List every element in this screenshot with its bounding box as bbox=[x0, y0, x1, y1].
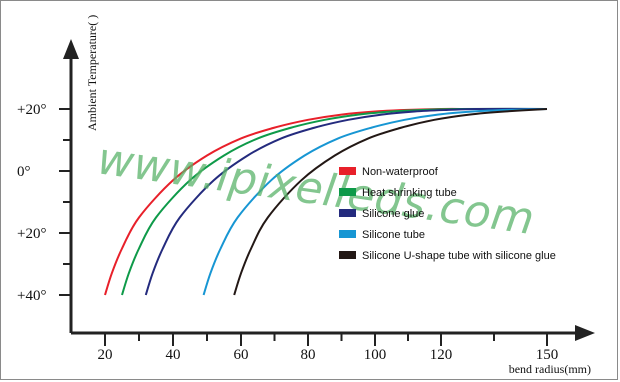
series-line-5 bbox=[233, 108, 548, 296]
legend-swatch bbox=[339, 251, 356, 259]
x-tick-label: 100 bbox=[364, 347, 387, 363]
y-tick-label: +20° bbox=[17, 226, 46, 242]
legend-label: Non-waterproof bbox=[362, 166, 439, 178]
legend-swatch bbox=[339, 209, 356, 217]
x-tick-label: 40 bbox=[166, 347, 181, 363]
x-tick-label: 60 bbox=[234, 347, 249, 363]
y-tick-label: +20° bbox=[17, 102, 46, 118]
legend-swatch bbox=[339, 167, 356, 175]
series-line-4 bbox=[202, 108, 548, 296]
legend-label: Heat shrinking tube bbox=[362, 187, 457, 199]
legend: Non-waterproof Heat shrinking tube Silicon… bbox=[339, 166, 556, 262]
watermark: www.ipixelleds.com bbox=[94, 133, 537, 245]
x-axis-arrow bbox=[575, 325, 595, 341]
y-tick-label: 0° bbox=[17, 164, 31, 180]
x-tick-label: 120 bbox=[430, 347, 453, 363]
x-tick-label: 20 bbox=[98, 347, 113, 363]
legend-label: Silicone glue bbox=[362, 208, 424, 220]
y-axis-title: Ambient Temperature( ) bbox=[85, 15, 99, 131]
legend-swatch bbox=[339, 230, 356, 238]
legend-label: Silicone U-shape tube with silicone glue bbox=[362, 250, 556, 262]
y-axis-arrow bbox=[63, 39, 79, 59]
series-line-3 bbox=[144, 107, 548, 296]
series-curves bbox=[104, 107, 548, 296]
x-tick-label: 150 bbox=[536, 347, 559, 363]
series-line-2 bbox=[121, 107, 548, 296]
y-tick-label: +40° bbox=[17, 288, 46, 304]
x-axis-title: bend radius(mm) bbox=[509, 362, 591, 376]
y-axis-ticks: +20° 0° +20° +40° bbox=[17, 102, 71, 304]
legend-swatch bbox=[339, 188, 356, 196]
x-tick-label: 80 bbox=[301, 347, 316, 363]
x-axis-ticks: 20 40 60 80 100 120 150 bbox=[98, 333, 559, 363]
legend-label: Silicone tube bbox=[362, 229, 425, 241]
